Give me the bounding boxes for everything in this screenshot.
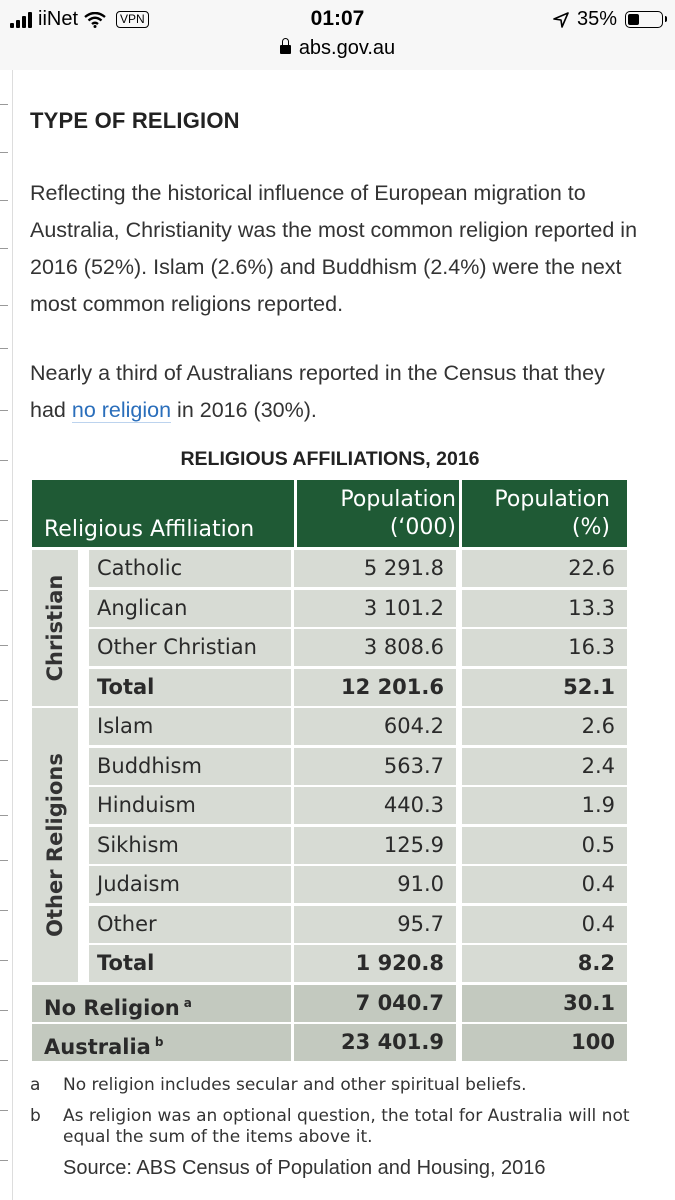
table-header: Religious Affiliation Population (‘000) … bbox=[32, 480, 627, 547]
christian-group: Christian bbox=[32, 550, 78, 706]
address-bar[interactable]: abs.gov.au bbox=[0, 37, 675, 60]
battery-icon bbox=[625, 11, 667, 28]
other-row-percent: 0.4 bbox=[462, 866, 627, 903]
table-row: Catholic 5 291.8 22.6 bbox=[32, 550, 627, 590]
table-total-row: Australia b 23 401.9 100 bbox=[32, 1024, 627, 1064]
signal-icon bbox=[10, 11, 32, 28]
footnote-a: a No religion includes secular and other… bbox=[30, 1075, 650, 1097]
australia-row-percent: 100 bbox=[462, 1024, 627, 1061]
status-bar: iiNet VPN 01:07 abs.gov.au 35% bbox=[0, 0, 675, 70]
paragraph-text: Nearly a third of Australians reported i… bbox=[30, 361, 605, 422]
header-population-thousands: Population (‘000) bbox=[340, 487, 456, 540]
other-row-population: 1 920.8 bbox=[294, 945, 456, 982]
page-margin-line bbox=[12, 70, 13, 1200]
table-row: Hinduism 440.3 1.9 bbox=[32, 787, 627, 827]
christian-row-name: Total bbox=[89, 668, 291, 706]
table-row: Islam 604.2 2.6 bbox=[32, 708, 627, 748]
other-row-name: Hinduism bbox=[89, 787, 291, 824]
christian-row-population: 3 101.2 bbox=[294, 589, 456, 627]
table-row: Judaism 91.0 0.4 bbox=[32, 866, 627, 906]
australia-row-label: Australia bbox=[44, 1035, 151, 1059]
other-row-percent: 0.4 bbox=[462, 905, 627, 943]
no-religion-row-name: No Religion a bbox=[32, 984, 291, 1022]
table-total-row: Total 1 920.8 8.2 bbox=[32, 945, 627, 985]
vpn-badge: VPN bbox=[116, 11, 149, 28]
table-row: Other Christian 3 808.6 16.3 bbox=[32, 629, 627, 669]
lock-icon bbox=[279, 38, 291, 54]
wifi-icon bbox=[84, 11, 106, 28]
intro-paragraph: Reflecting the historical influence of E… bbox=[30, 181, 638, 316]
table-total-row: No Religion a 7 040.7 30.1 bbox=[32, 984, 627, 1025]
christian-row-name: Anglican bbox=[89, 589, 291, 627]
christian-row-percent: 52.1 bbox=[462, 668, 627, 706]
other-row-population: 604.2 bbox=[294, 708, 456, 745]
other-row-population: 125.9 bbox=[294, 826, 456, 864]
other-row-percent: 2.6 bbox=[462, 708, 627, 745]
clock: 01:07 bbox=[310, 7, 365, 30]
other-row-percent: 8.2 bbox=[462, 945, 627, 982]
other-row-name: Sikhism bbox=[89, 826, 291, 864]
header-religious-affiliation: Religious Affiliation bbox=[44, 517, 255, 542]
other-row-name: Other bbox=[89, 905, 291, 943]
no-religion-row-footnote-marker: a bbox=[183, 995, 192, 1010]
footnote-a-key: a bbox=[30, 1075, 41, 1095]
christian-row-percent: 22.6 bbox=[462, 550, 627, 587]
christian-row-population: 3 808.6 bbox=[294, 629, 456, 666]
source-note: Source: ABS Census of Population and Hou… bbox=[63, 1157, 546, 1179]
other-row-name: Judaism bbox=[89, 866, 291, 903]
other-row-name: Islam bbox=[89, 708, 291, 745]
url-text: abs.gov.au bbox=[298, 37, 396, 59]
other-row-population: 91.0 bbox=[294, 866, 456, 903]
battery-percent: 35% bbox=[576, 8, 617, 30]
footnote-b-text: As religion was an optional question, th… bbox=[63, 1106, 630, 1147]
table-row: Buddhism 563.7 2.4 bbox=[32, 747, 627, 788]
christian-row-population: 5 291.8 bbox=[294, 550, 456, 587]
other-row-population: 440.3 bbox=[294, 787, 456, 824]
location-arrow-icon bbox=[553, 11, 569, 28]
table-total-row: Total 12 201.6 52.1 bbox=[32, 668, 627, 709]
christian-row-percent: 13.3 bbox=[462, 589, 627, 627]
christian-row-population: 12 201.6 bbox=[294, 668, 456, 706]
section-heading: TYPE OF RELIGION bbox=[30, 108, 240, 133]
other-row-percent: 0.5 bbox=[462, 826, 627, 864]
other-row-name: Total bbox=[89, 945, 291, 982]
christian-row-name: Other Christian bbox=[89, 629, 291, 666]
other-row-percent: 1.9 bbox=[462, 787, 627, 824]
table-row: Other 95.7 0.4 bbox=[32, 905, 627, 946]
no-religion-link[interactable]: no religion bbox=[71, 398, 172, 423]
christian-row-percent: 16.3 bbox=[462, 629, 627, 666]
no-religion-row-population: 7 040.7 bbox=[294, 984, 456, 1022]
carrier-label: iiNet bbox=[38, 8, 79, 30]
other-row-population: 563.7 bbox=[294, 747, 456, 785]
footnote-b-key: b bbox=[30, 1106, 41, 1126]
table-title: RELIGIOUS AFFILIATIONS, 2016 bbox=[180, 448, 480, 470]
other-religions-group: Other Religions bbox=[32, 708, 78, 982]
no-religion-row-percent: 30.1 bbox=[462, 984, 627, 1022]
status-left: iiNet VPN bbox=[10, 8, 149, 31]
header-population-percent: Population (%) bbox=[494, 487, 610, 540]
australia-row-population: 23 401.9 bbox=[294, 1024, 456, 1061]
other-row-percent: 2.4 bbox=[462, 747, 627, 785]
footnote-b: b As religion was an optional question, … bbox=[30, 1106, 650, 1150]
christian-row-name: Catholic bbox=[89, 550, 291, 587]
other-row-name: Buddhism bbox=[89, 747, 291, 785]
status-right: 35% bbox=[553, 8, 667, 31]
table-row: Sikhism 125.9 0.5 bbox=[32, 826, 627, 867]
australia-row-footnote-marker: b bbox=[154, 1035, 164, 1049]
table-row: Anglican 3 101.2 13.3 bbox=[32, 589, 627, 630]
paragraph-text-end: in 2016 (30%). bbox=[171, 398, 317, 422]
no-religion-paragraph: Nearly a third of Australians reported i… bbox=[30, 355, 640, 429]
footnote-a-text: No religion includes secular and other s… bbox=[63, 1075, 527, 1095]
other-row-population: 95.7 bbox=[294, 905, 456, 943]
no-religion-row-label: No Religion bbox=[44, 995, 180, 1020]
australia-row-name: Australia b bbox=[32, 1024, 291, 1061]
